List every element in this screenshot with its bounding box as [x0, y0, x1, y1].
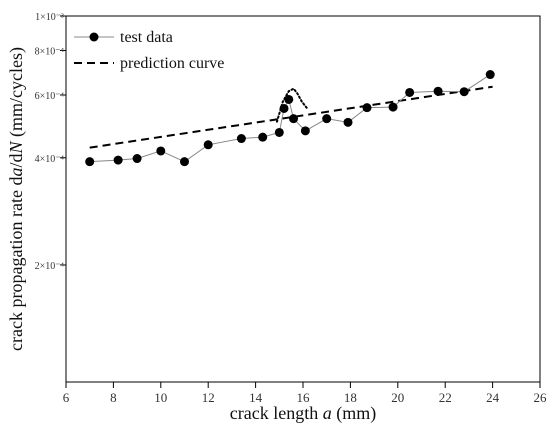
y-tick-label: 2×10⁻⁴ — [35, 261, 65, 272]
y-tick-label: 6×10⁻⁴ — [35, 91, 65, 102]
test-data-point — [203, 140, 213, 150]
x-axis-title: crack length a (mm) — [230, 403, 376, 424]
x-tick-label: 20 — [391, 390, 404, 405]
x-axis-ticks: 6 8 10 12 14 16 18 20 22 24 26 — [63, 382, 547, 405]
test-data-point — [459, 87, 469, 97]
test-data-point — [343, 117, 353, 127]
test-data-point — [284, 94, 294, 104]
y-tick-label: 4×10⁻⁴ — [35, 154, 65, 165]
prediction-curve-line — [89, 85, 493, 149]
legend-test-data-label: test data — [120, 29, 173, 46]
test-data-point — [85, 157, 95, 167]
test-data-point — [274, 127, 284, 137]
x-tick-label: 14 — [249, 390, 263, 405]
test-data-point — [180, 157, 189, 167]
prediction-bump-dotted-line — [275, 87, 309, 123]
x-tick-label: 10 — [154, 390, 167, 405]
x-tick-label: 16 — [297, 390, 311, 405]
test-data-point — [433, 86, 443, 96]
test-data-point — [322, 114, 332, 124]
test-data-point — [485, 70, 495, 80]
test-data-point — [113, 155, 123, 165]
legend: test data prediction curve — [74, 29, 224, 72]
test-data-point — [388, 102, 398, 112]
legend-test-data-marker — [89, 32, 99, 42]
test-data-point — [156, 146, 166, 156]
test-data-point — [405, 87, 415, 97]
test-data-point — [236, 134, 246, 144]
x-tick-label: 22 — [439, 390, 452, 405]
test-data-point — [362, 103, 372, 113]
test-data-point — [132, 154, 142, 164]
x-tick-label: 12 — [202, 390, 215, 405]
test-data-point — [258, 132, 268, 142]
y-axis-ticks: 1×10⁻³ 8×10⁻⁴ 6×10⁻⁴ 4×10⁻⁴ 2×10⁻⁴ — [35, 12, 66, 272]
x-tick-label: 18 — [344, 390, 357, 405]
y-axis-title: crack propagation rate da/dN (mm/cycles) — [6, 47, 27, 351]
legend-prediction-label: prediction curve — [120, 55, 224, 72]
test-data-point — [289, 114, 299, 124]
test-data-point — [300, 126, 310, 136]
test-data-point — [279, 103, 289, 113]
x-tick-label: 6 — [63, 390, 70, 405]
x-tick-label: 24 — [486, 390, 500, 405]
y-tick-label: 8×10⁻⁴ — [35, 47, 65, 58]
x-tick-label: 26 — [534, 390, 548, 405]
y-tick-label: 1×10⁻³ — [35, 12, 64, 23]
series-layer — [85, 70, 495, 167]
x-tick-label: 8 — [110, 390, 117, 405]
